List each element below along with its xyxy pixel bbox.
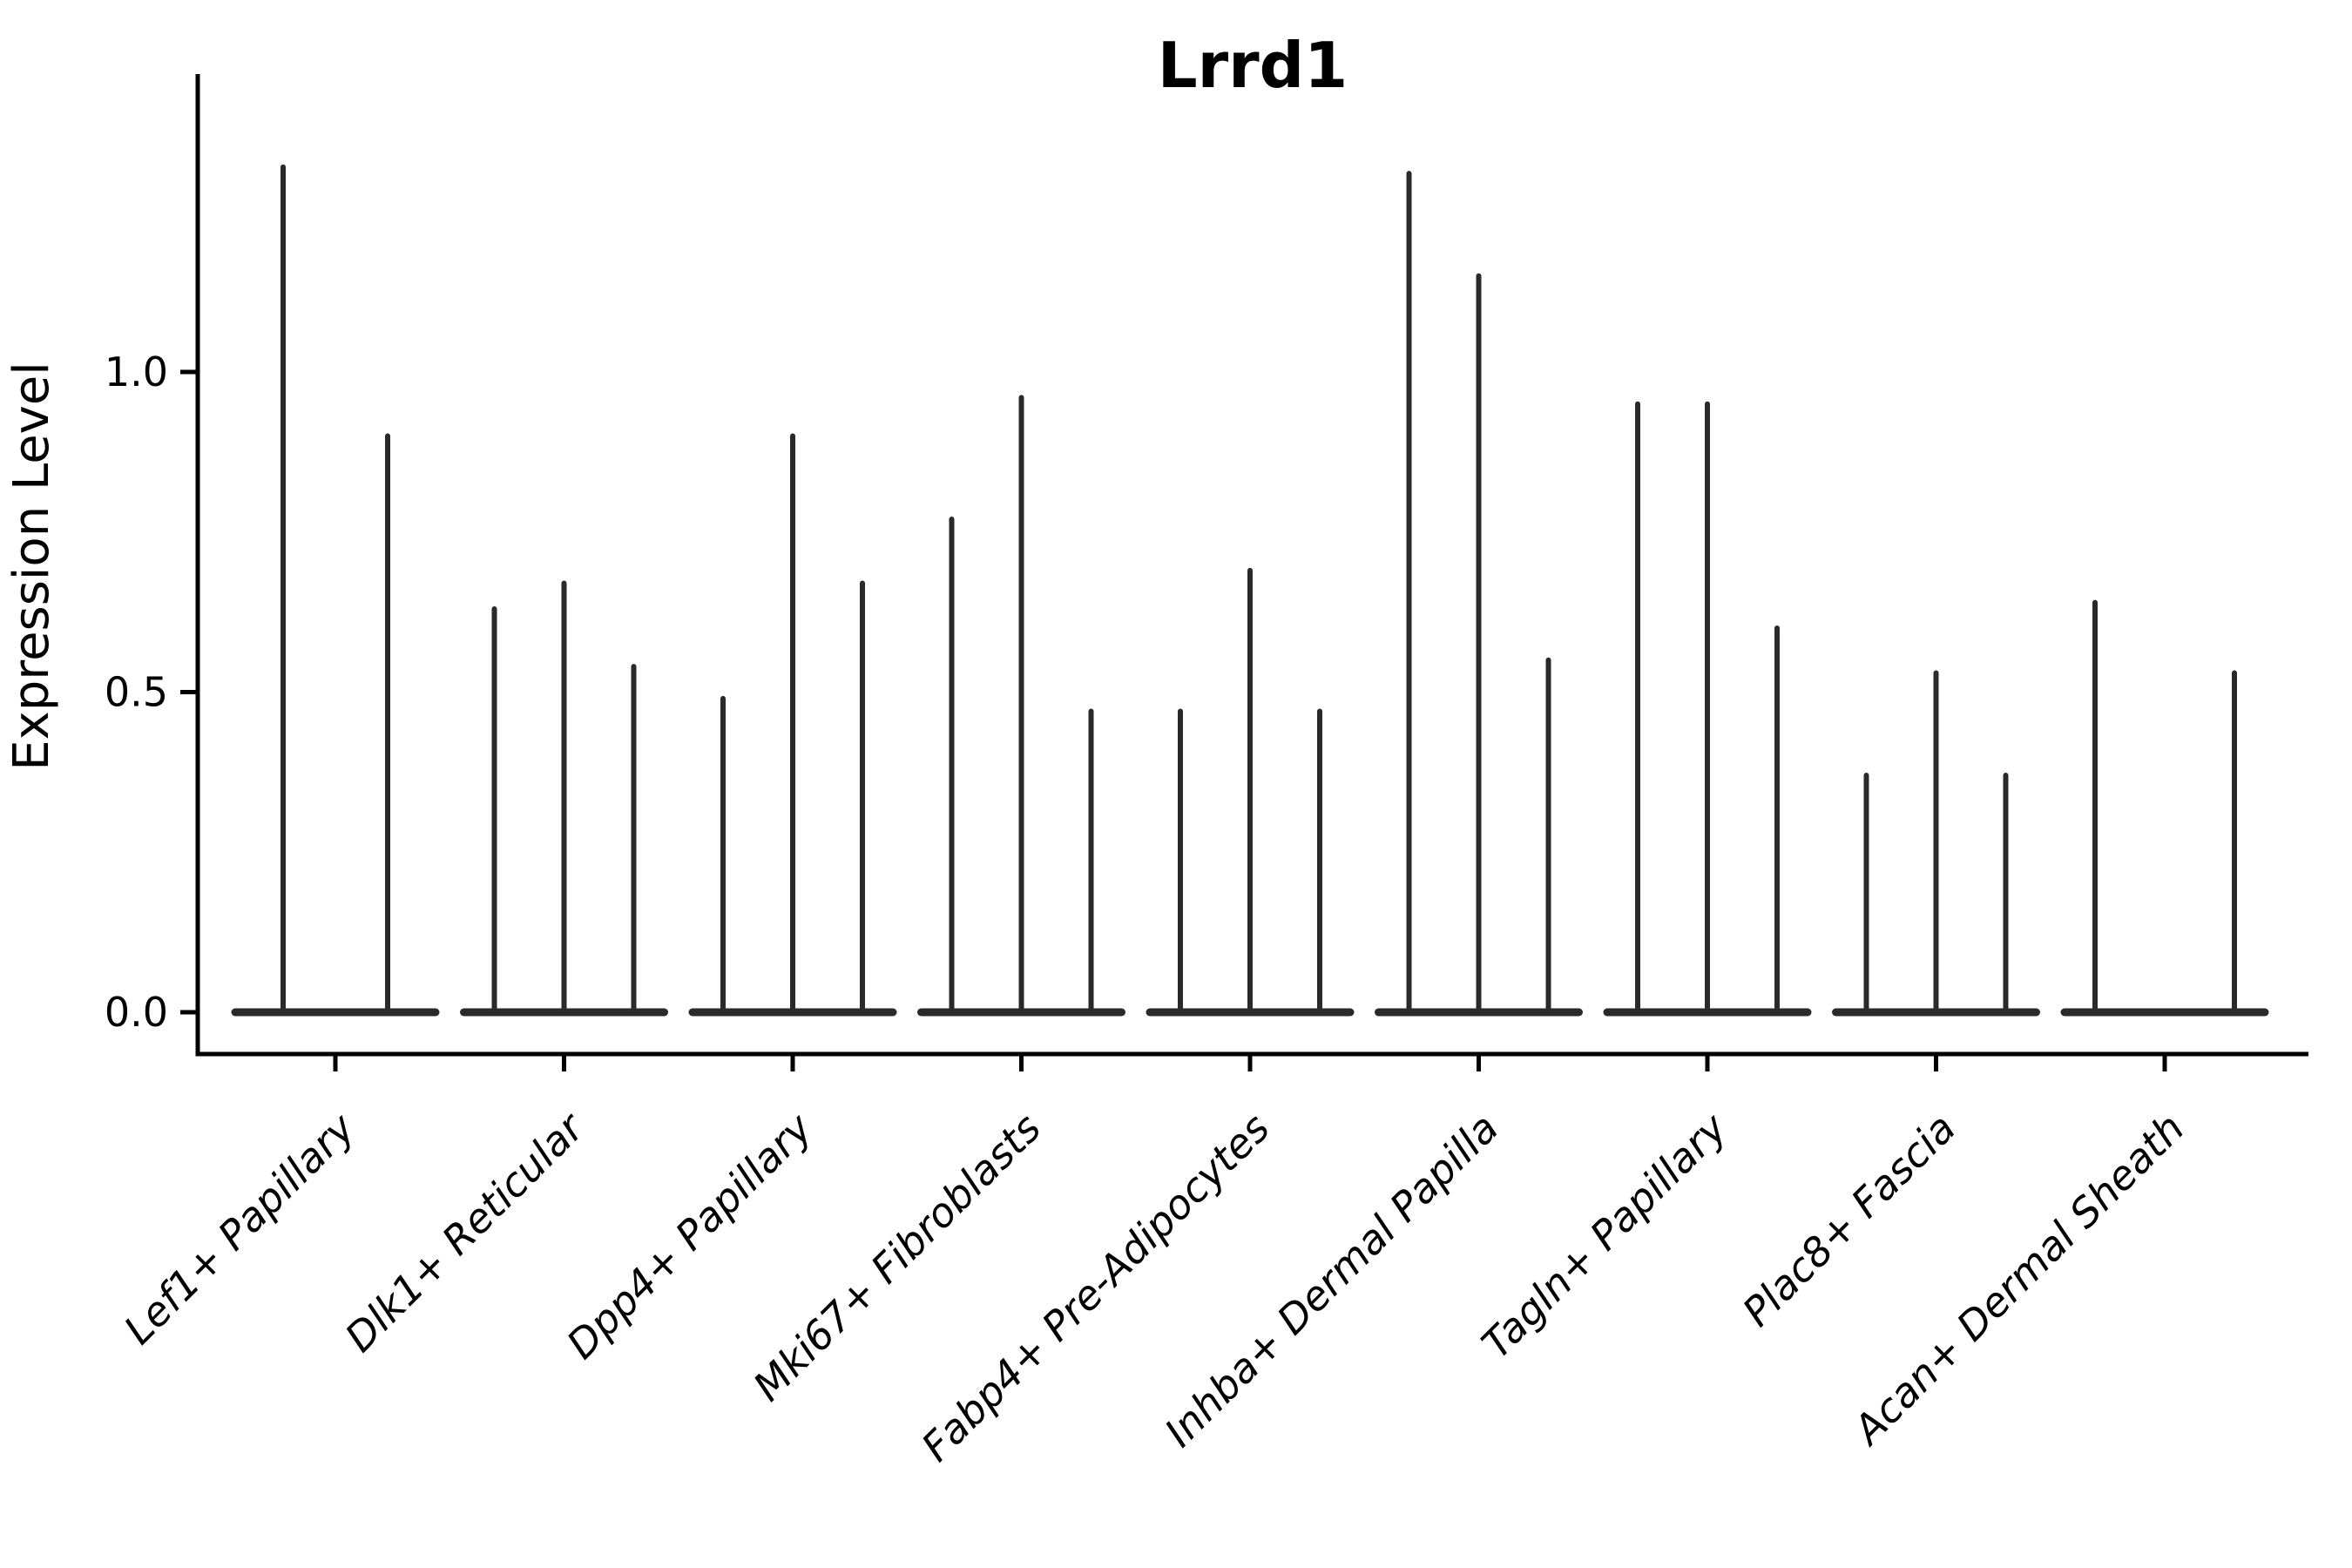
x-tick-label-6: Tagln+ Papillary	[1472, 1104, 1736, 1368]
y-axis-label: Expression Level	[3, 362, 60, 771]
y-tick-label-0: 0.0	[105, 989, 168, 1036]
x-tick-label-1: Dlk1+ Reticular	[336, 1102, 595, 1361]
chart-title: Lrrd1	[1158, 29, 1348, 102]
x-tick-label-2: Dpp4+ Papillary	[558, 1104, 821, 1368]
x-tick-label-7: Plac8+ Fascia	[1734, 1105, 1964, 1335]
y-tick-label-1: 0.5	[105, 669, 168, 716]
axis-spines	[195, 74, 2308, 1057]
y-tick-label-2: 1.0	[105, 348, 168, 395]
x-tick-label-0: Lef1+ Papillary	[115, 1104, 364, 1353]
